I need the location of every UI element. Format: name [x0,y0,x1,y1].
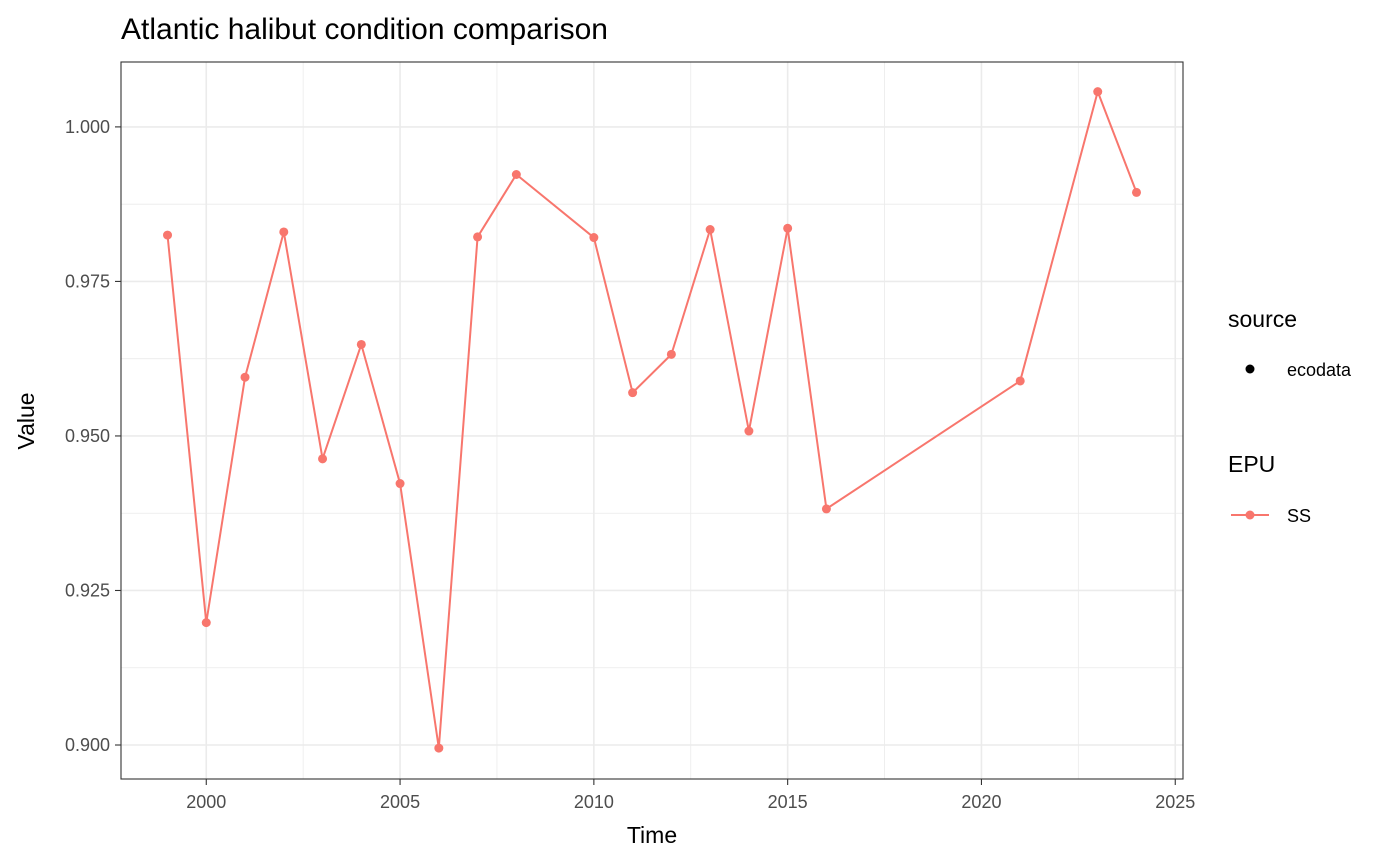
data-point [705,225,715,235]
x-tick-label: 2010 [574,792,614,812]
data-point [1093,87,1103,97]
data-point [628,388,638,398]
data-point [240,372,250,382]
x-axis: 2000 2005 2010 2015 2020 2025 [186,779,1195,812]
x-tick-label: 2020 [961,792,1001,812]
x-tick-label: 2025 [1155,792,1195,812]
x-tick-label: 2015 [768,792,808,812]
y-axis: 0.900 0.925 0.950 0.975 1.000 [65,117,121,755]
data-point [821,504,831,514]
data-point [1015,376,1025,386]
data-point [318,454,328,464]
legend-key-ss-point [1245,510,1255,520]
legend-key-ecodata [1245,364,1255,374]
legend-title-source: source [1228,306,1297,332]
data-point [395,479,405,489]
panel-background [121,62,1183,779]
legend-label-ss: SS [1287,506,1311,526]
data-point [744,426,754,436]
x-tick-label: 2000 [186,792,226,812]
data-point [356,339,366,349]
legend-label-ecodata: ecodata [1287,360,1352,380]
y-tick-label: 0.900 [65,735,110,755]
data-point [1131,187,1141,197]
data-point [666,349,676,359]
y-tick-label: 0.925 [65,580,110,600]
y-tick-label: 0.950 [65,426,110,446]
series-line-ss [166,90,1138,750]
x-tick-label: 2005 [380,792,420,812]
legend-title-epu: EPU [1228,451,1275,477]
data-point [434,743,444,753]
x-axis-title: Time [627,822,677,848]
grid-major [121,62,1183,779]
plot-panel [120,61,1184,780]
y-tick-label: 0.975 [65,271,110,291]
data-point [473,232,483,242]
data-point [279,227,289,237]
data-point [511,169,521,179]
grid-minor [121,62,1183,779]
data-point [783,223,793,233]
y-axis-title: Value [13,392,39,449]
chart-title: Atlantic halibut condition comparison [121,13,608,46]
series-layer [163,87,1141,753]
y-tick-label: 1.000 [65,117,110,137]
panel-border [120,61,1184,780]
legend: source ecodata EPU SS [1228,306,1352,526]
data-point [201,618,211,628]
data-point [163,230,173,240]
data-point [589,233,599,243]
